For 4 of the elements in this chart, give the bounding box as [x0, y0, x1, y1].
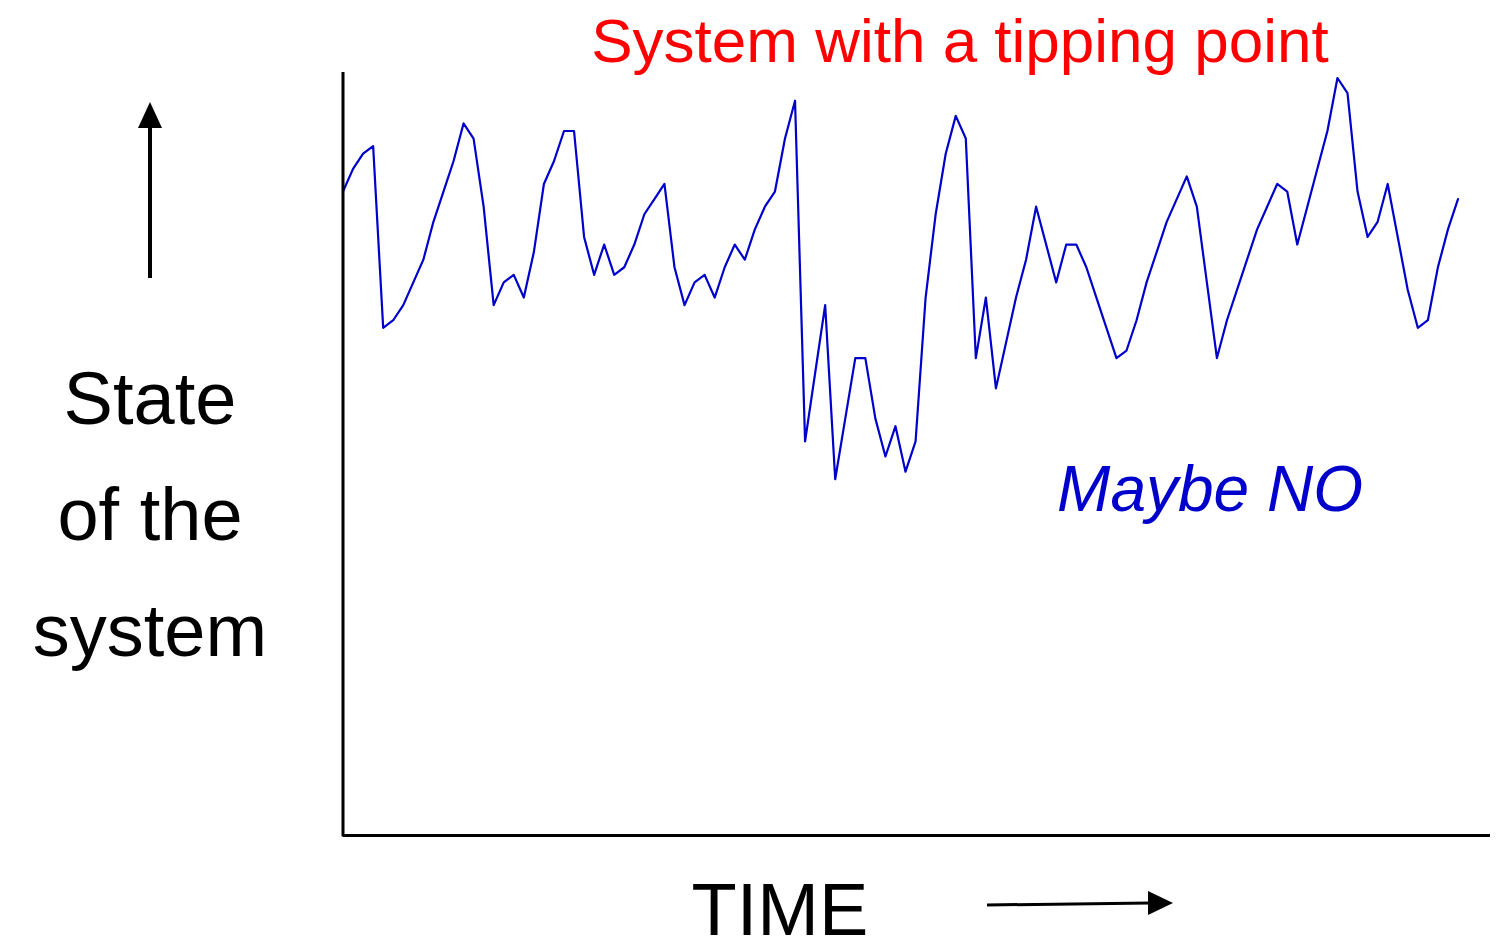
x-axis-title: TIME: [691, 868, 869, 941]
annotation: Maybe NO: [1057, 453, 1363, 525]
chart-title: System with a tipping point: [591, 6, 1329, 75]
y-axis-title: State of the system: [32, 357, 268, 672]
